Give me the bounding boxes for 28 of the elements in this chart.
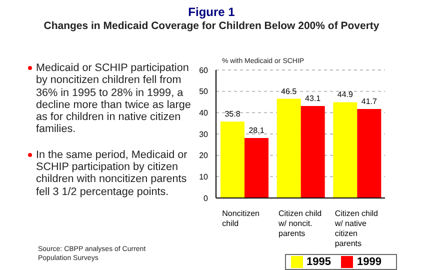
data-label: 43.1 <box>305 94 322 104</box>
bar <box>220 122 245 198</box>
y-tick-label: 20 <box>199 151 209 160</box>
bar <box>357 109 382 198</box>
x-tick-label: Citizen child w/ noncit. parents <box>278 209 322 238</box>
y-tick-label: 10 <box>199 172 209 182</box>
chart-subtitle: Changes in Medicaid Coverage for Children Below 200% of Poverty <box>42 20 380 32</box>
y-tick-label: 40 <box>199 108 209 118</box>
data-label: 41.7 <box>361 97 378 106</box>
data-label: 28.1 <box>248 126 265 136</box>
y-tick-label: 30 <box>199 130 209 139</box>
chart-title: Figure 1 <box>187 5 236 19</box>
bar <box>300 106 325 198</box>
y-tick-label: 0 <box>204 194 209 203</box>
data-label: 44.9 <box>337 90 354 100</box>
legend-label: 1995 <box>306 256 331 268</box>
legend-label: 1999 <box>357 256 382 268</box>
data-label: 46.5 <box>281 86 298 96</box>
bar <box>276 98 301 198</box>
data-label: 35.8 <box>224 110 241 119</box>
bar <box>244 138 269 198</box>
y-tick-label: 50 <box>199 87 209 96</box>
text: Medicaid or SCHIP participation by noncitizen children fell from 36% in 1995 to 28% in 1999, a decline more than twice as large as for children in native citizen families. <box>35 62 192 136</box>
x-tick-label: Noncitizen child <box>222 209 260 228</box>
y-tick-label: 60 <box>199 66 209 75</box>
x-tick-label: Citizen child w/ native citizen parents <box>334 209 378 248</box>
bar <box>333 102 358 198</box>
text: In the same period, Medicaid or SCHIP participation by citizen children with noncitizen parents fell 3 1/2 percentage points. <box>35 148 188 198</box>
